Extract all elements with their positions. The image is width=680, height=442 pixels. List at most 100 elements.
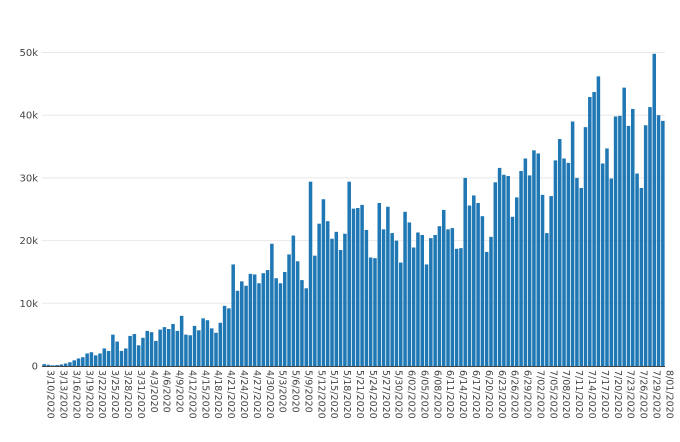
bar <box>63 363 68 366</box>
x-tick-label: 7/11/2020 <box>573 370 584 419</box>
x-tick-label: 6/29/2020 <box>522 370 533 419</box>
y-tick-label: 20k <box>19 236 38 247</box>
bar <box>652 53 657 366</box>
bar <box>399 262 403 366</box>
bar <box>416 232 420 366</box>
bar <box>605 148 609 366</box>
x-tick-label: 8/01/2020 <box>663 370 674 419</box>
bar <box>579 187 583 366</box>
x-tick-label: 5/9/2020 <box>302 370 313 413</box>
bar <box>252 274 257 366</box>
bar <box>244 285 248 366</box>
x-tick-label: 4/6/2020 <box>161 370 172 413</box>
y-tick-labels: 0 10k 20k 30k 40k 50k <box>19 48 38 372</box>
y-tick-label: 50k <box>19 48 38 59</box>
bar <box>540 194 545 366</box>
bar <box>429 238 433 366</box>
x-tick-label: 5/3/2020 <box>277 370 288 413</box>
bar <box>433 234 437 366</box>
bar <box>166 329 171 366</box>
bar <box>295 261 300 366</box>
bar <box>321 199 326 366</box>
x-tick-label: 4/18/2020 <box>212 370 223 419</box>
bar <box>454 248 459 366</box>
x-tick-label: 4/27/2020 <box>251 370 262 419</box>
x-tick-label: 5/21/2020 <box>354 370 365 419</box>
bar <box>351 208 356 366</box>
bar <box>592 92 596 366</box>
bar <box>149 332 154 366</box>
bar <box>613 116 618 366</box>
bar <box>502 174 506 366</box>
bar <box>588 97 592 367</box>
bar <box>209 328 214 366</box>
bar <box>643 125 648 366</box>
x-tick-label: 4/3/2020 <box>148 370 159 413</box>
bar <box>240 281 244 366</box>
bar <box>132 334 137 366</box>
y-tick-label: 30k <box>19 173 38 184</box>
bar <box>313 255 317 366</box>
bar <box>274 278 278 366</box>
bar <box>192 325 197 366</box>
bar <box>506 176 510 366</box>
bar <box>631 108 635 367</box>
bar <box>424 264 429 366</box>
bar <box>510 216 515 366</box>
bar <box>377 203 382 366</box>
y-tick-label: 0 <box>32 362 38 373</box>
bar <box>381 229 386 366</box>
x-tick-label: 7/29/2020 <box>650 370 661 419</box>
bar <box>291 235 296 366</box>
bar <box>205 320 210 366</box>
bar <box>596 76 601 367</box>
bar <box>364 229 369 366</box>
x-tick-label: 5/12/2020 <box>315 370 326 419</box>
bar <box>390 233 394 366</box>
bar <box>171 324 175 366</box>
x-tick-label: 7/02/2020 <box>534 370 545 419</box>
bar <box>570 121 575 366</box>
bar <box>420 234 424 366</box>
bar <box>656 115 661 366</box>
x-tick-label: 6/02/2020 <box>406 370 417 419</box>
bar <box>72 360 76 366</box>
bar <box>480 216 485 366</box>
x-tick-labels: 3/10/2020 3/13/2020 3/16/2020 3/19/2020 3/22… <box>45 370 675 419</box>
bar <box>175 330 180 366</box>
bar <box>407 222 412 366</box>
x-tick-label: 3/13/2020 <box>58 370 69 419</box>
bar <box>549 196 553 366</box>
bar <box>222 305 227 366</box>
y-tick-label: 40k <box>19 111 38 122</box>
bar <box>128 335 132 366</box>
bar <box>76 358 81 366</box>
bar <box>330 238 334 366</box>
bar <box>386 206 390 366</box>
bar <box>368 257 373 366</box>
bar <box>356 208 360 366</box>
bar <box>622 87 626 367</box>
x-tick-label: 3/16/2020 <box>70 370 81 419</box>
x-tick-label: 5/18/2020 <box>341 370 352 419</box>
bar <box>106 350 111 366</box>
x-tick-label: 3/31/2020 <box>135 370 146 419</box>
bar <box>446 229 450 366</box>
x-tick-label: 4/9/2020 <box>174 370 185 413</box>
x-tick-label: 4/30/2020 <box>264 370 275 419</box>
bar <box>515 197 519 366</box>
bar <box>411 247 416 366</box>
bar <box>257 283 261 366</box>
bar <box>557 139 562 366</box>
bar <box>497 167 502 366</box>
x-tick-label: 7/20/2020 <box>612 370 623 419</box>
bar <box>265 270 270 366</box>
bar <box>325 221 330 366</box>
x-tick-label: 6/05/2020 <box>418 370 429 419</box>
bar <box>179 315 184 366</box>
bar <box>188 335 192 366</box>
x-tick-label: 6/26/2020 <box>509 370 520 419</box>
x-tick-label: 3/25/2020 <box>109 370 120 419</box>
bar <box>523 158 528 366</box>
bar <box>600 163 605 366</box>
